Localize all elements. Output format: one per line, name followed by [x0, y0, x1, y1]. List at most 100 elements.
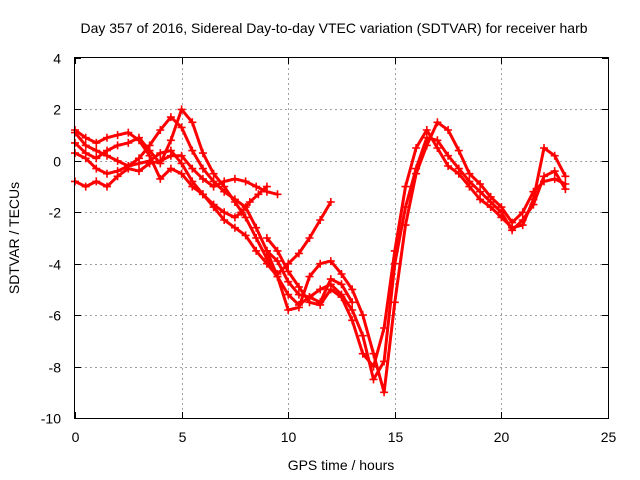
data-point: [135, 154, 143, 163]
series-pass-3: [71, 126, 357, 309]
data-point: [380, 357, 389, 366]
y-tick-label: -8: [49, 360, 62, 376]
series-line: [73, 128, 354, 307]
data-point: [188, 118, 197, 127]
data-point: [390, 298, 399, 307]
data-point: [284, 277, 293, 286]
series-line: [73, 115, 567, 394]
data-point: [177, 169, 186, 178]
data-point: [316, 285, 325, 294]
data-point: [166, 164, 175, 173]
data-point: [497, 213, 506, 222]
data-point: [177, 159, 186, 168]
x-tick-label: 5: [179, 429, 187, 445]
data-point: [188, 182, 197, 191]
data-point: [326, 285, 335, 294]
data-point: [113, 167, 122, 176]
data-point: [198, 149, 207, 158]
series-pass-7: [262, 126, 570, 371]
data-point: [252, 182, 261, 191]
data-point: [92, 164, 101, 173]
data-point: [262, 182, 271, 191]
y-tick-label: -2: [49, 205, 62, 221]
data-point: [230, 213, 239, 222]
data-point: [486, 203, 495, 212]
data-point: [348, 285, 357, 294]
data-point: [273, 190, 282, 199]
plot-frame: [74, 57, 609, 419]
data-point: [401, 182, 410, 191]
data-point: [124, 162, 133, 170]
data-point: [518, 208, 527, 217]
data-point: [230, 198, 239, 206]
data-point: [465, 182, 474, 191]
data-point: [358, 331, 367, 340]
data-point: [156, 149, 165, 158]
data-point: [166, 136, 175, 145]
y-tick-label: 2: [53, 102, 61, 118]
data-point: [103, 133, 111, 142]
data-point: [241, 213, 250, 222]
data-point: [241, 203, 250, 212]
data-point: [124, 138, 133, 147]
data-point: [230, 174, 239, 183]
data-point: [230, 223, 239, 232]
data-point: [294, 290, 303, 299]
y-axis: -10 -8 -6 -4 -2 0 2 4: [41, 51, 608, 427]
data-point: [262, 234, 271, 242]
data-point: [412, 164, 421, 173]
data-point: [252, 234, 261, 242]
data-point: [113, 156, 122, 165]
data-point: [358, 349, 367, 358]
data-point: [508, 223, 517, 232]
data-point: [444, 151, 453, 160]
data-point: [561, 172, 570, 181]
series-group: [71, 105, 570, 397]
data-point: [135, 167, 143, 176]
data-point: [412, 144, 421, 152]
data-point: [188, 146, 197, 155]
data-point: [348, 306, 357, 314]
data-point: [220, 182, 229, 191]
data-point: [294, 249, 303, 258]
data-point: [252, 246, 261, 255]
data-point: [454, 169, 463, 178]
data-point: [433, 118, 442, 127]
data-point: [198, 190, 207, 199]
data-point: [284, 306, 293, 314]
data-point: [337, 270, 346, 278]
series-pass-6: [262, 133, 570, 384]
x-axis: 0 5 10 15 20 25: [72, 58, 616, 445]
data-point: [476, 187, 485, 196]
data-point: [422, 126, 431, 134]
data-point: [380, 324, 389, 332]
data-point: [561, 185, 570, 194]
data-point: [550, 167, 559, 176]
data-point: [241, 231, 250, 240]
data-point: [433, 144, 442, 152]
data-point: [284, 290, 293, 299]
data-point: [326, 257, 335, 266]
data-point: [540, 172, 548, 181]
series-line: [265, 136, 567, 381]
y-tick-label: 4: [53, 51, 61, 67]
data-point: [444, 162, 453, 170]
data-point: [369, 362, 378, 371]
y-tick-label: -10: [41, 411, 61, 427]
data-point: [262, 254, 271, 263]
data-point: [81, 141, 90, 150]
data-point: [103, 182, 111, 191]
data-point: [135, 133, 143, 142]
data-point: [284, 267, 293, 276]
y-tick-label: 0: [53, 154, 61, 170]
data-point: [156, 126, 165, 134]
data-point: [529, 195, 538, 204]
data-point: [380, 388, 389, 397]
data-point: [294, 303, 303, 312]
data-point: [305, 272, 314, 281]
data-point: [166, 146, 175, 155]
data-point: [465, 169, 474, 178]
data-point: [273, 257, 282, 266]
data-point: [550, 151, 559, 160]
data-point: [81, 133, 90, 142]
